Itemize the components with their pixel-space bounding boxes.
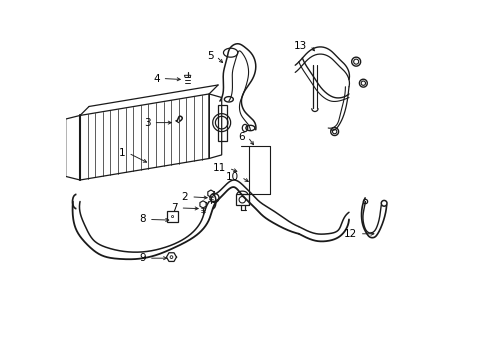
Text: 1: 1	[119, 148, 125, 158]
Text: 9: 9	[139, 253, 146, 263]
Text: 10: 10	[225, 172, 239, 182]
Text: 3: 3	[144, 118, 151, 128]
Text: 13: 13	[294, 41, 307, 50]
Text: 8: 8	[139, 215, 146, 224]
Text: 5: 5	[207, 51, 214, 61]
Text: 4: 4	[153, 73, 160, 84]
Text: 7: 7	[171, 203, 177, 213]
Text: 6: 6	[238, 132, 245, 142]
Text: 2: 2	[182, 192, 188, 202]
Text: 12: 12	[343, 229, 357, 239]
Text: 11: 11	[213, 163, 226, 173]
